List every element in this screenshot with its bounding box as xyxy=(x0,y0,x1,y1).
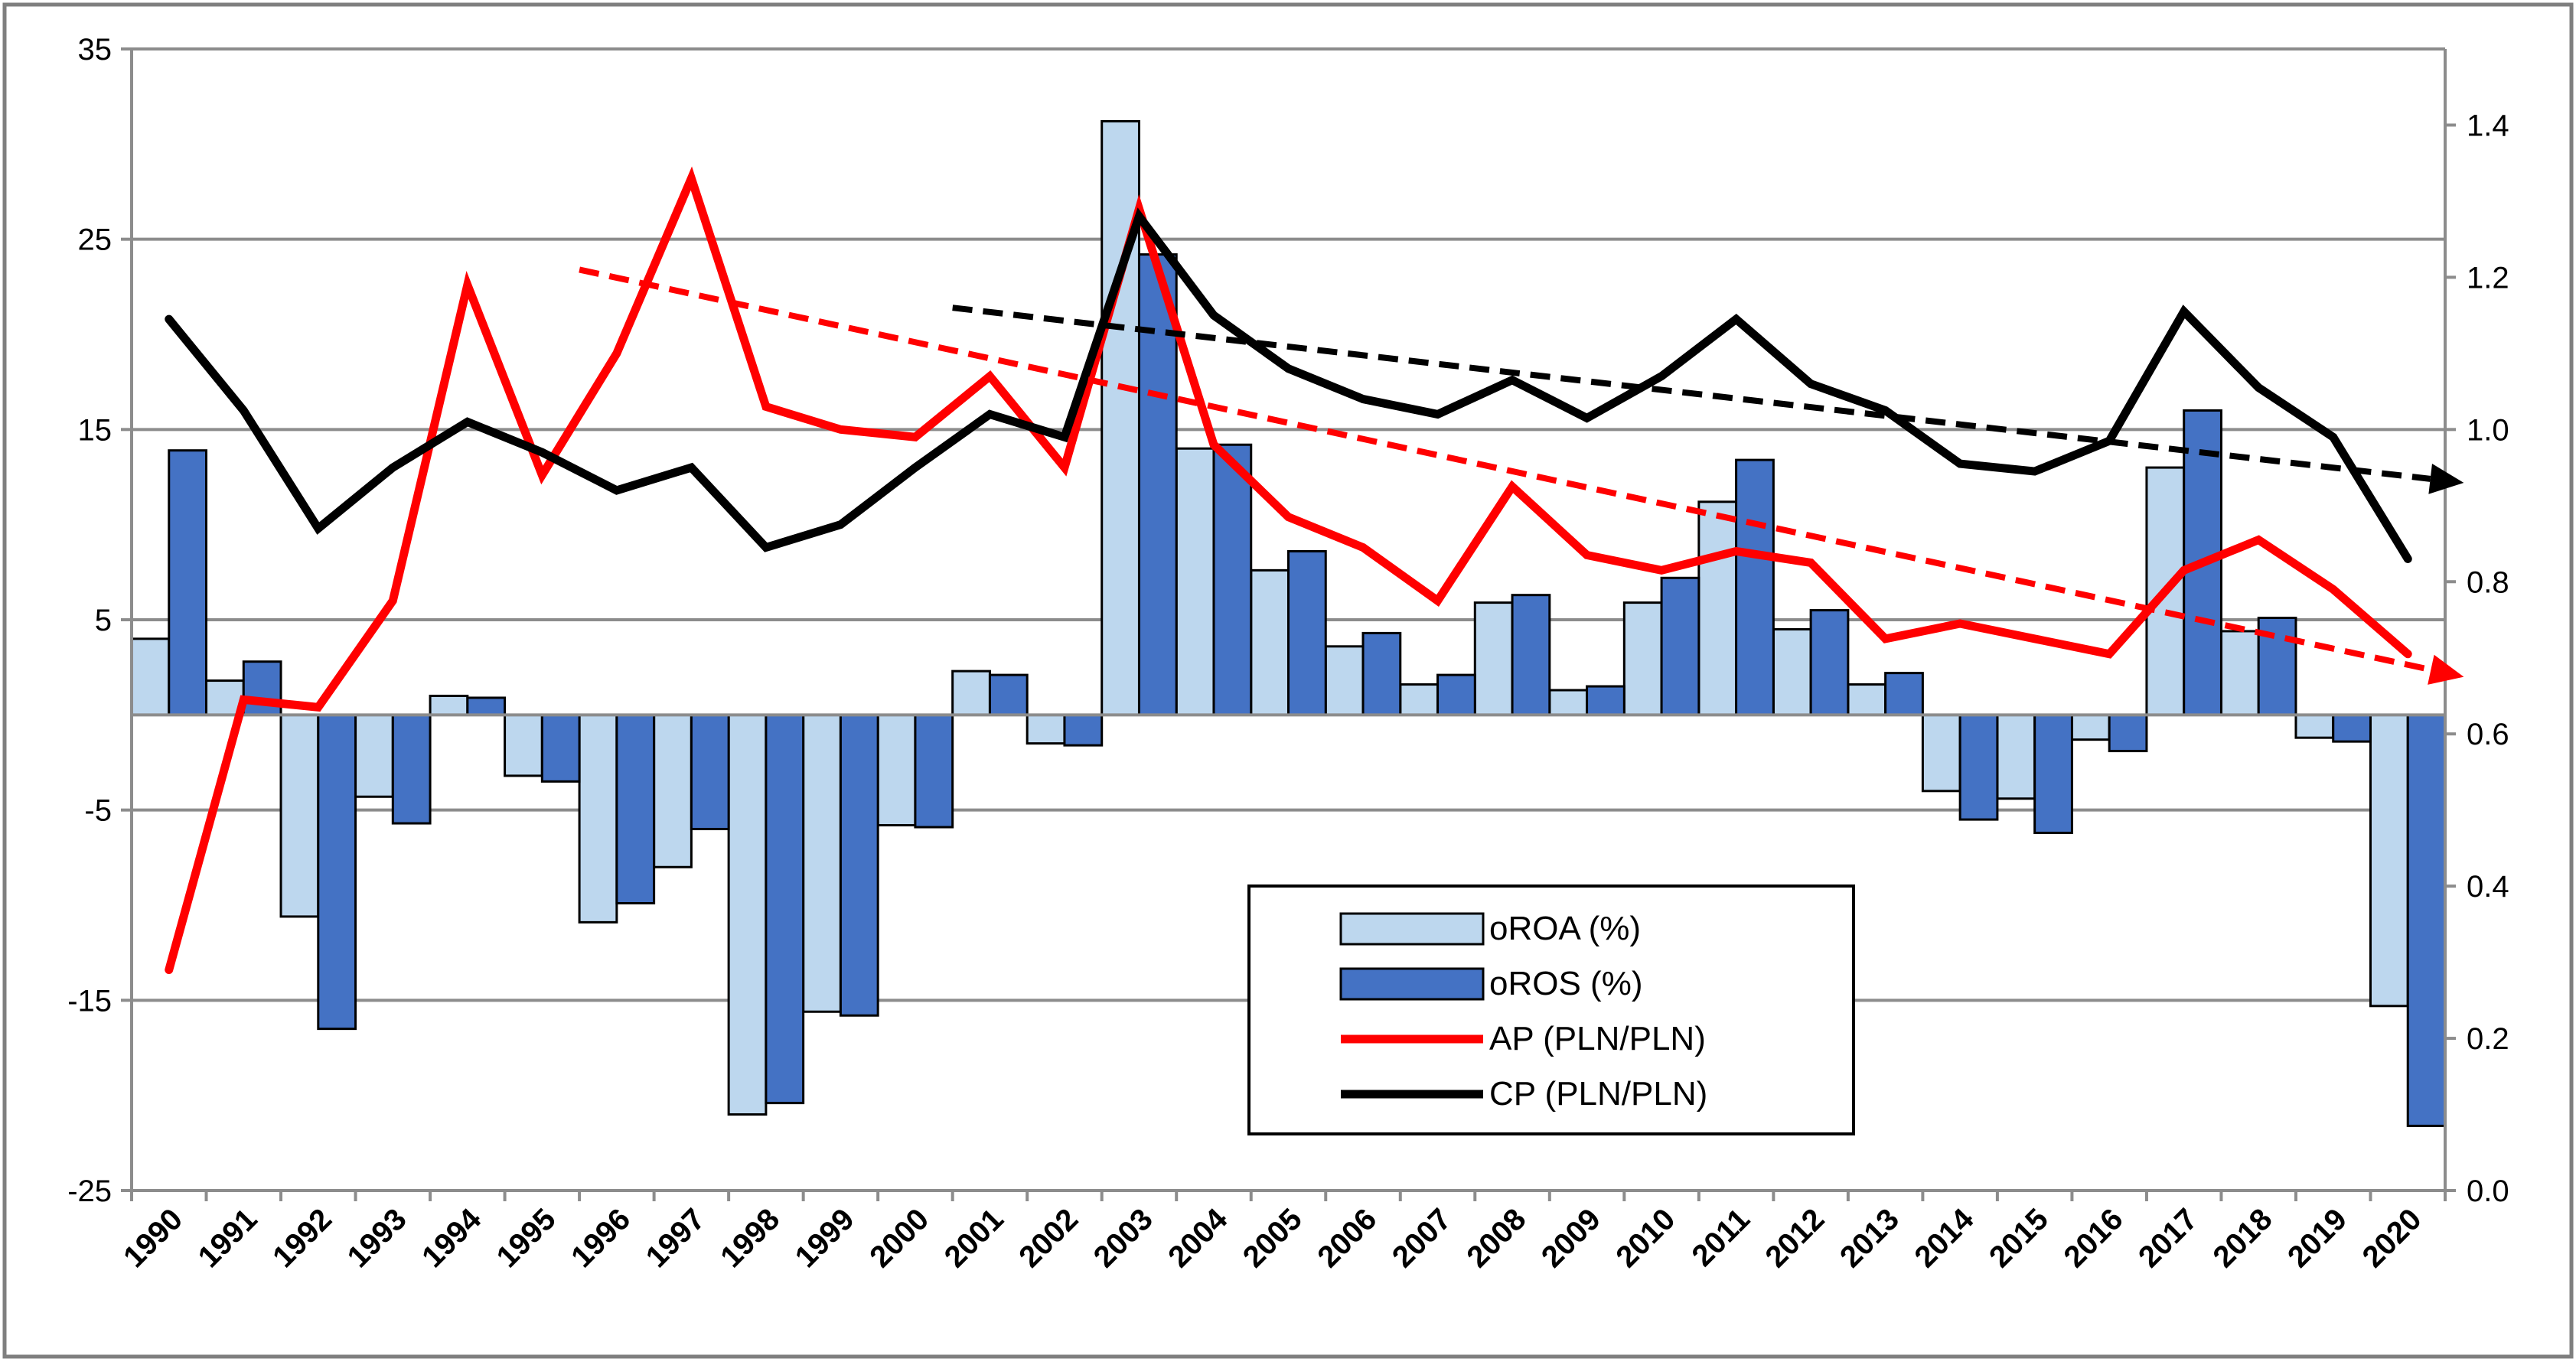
bar-oros-1999 xyxy=(839,713,879,1017)
left-tick-label--15: -15 xyxy=(67,984,112,1018)
bar-oros-2012 xyxy=(1809,609,1850,716)
bar-oroa-2010 xyxy=(1622,601,1663,716)
right-tick-label-1.2: 1.2 xyxy=(2467,261,2509,295)
bar-oroa-2015 xyxy=(1996,713,2036,800)
left-tick-label-5: 5 xyxy=(95,604,112,637)
bar-oros-1994 xyxy=(466,696,507,716)
legend-label-0: oROA (%) xyxy=(1489,910,1641,947)
bar-oros-2019 xyxy=(2332,713,2372,743)
bar-series xyxy=(130,119,2447,1127)
bar-oros-1995 xyxy=(540,713,581,783)
legend-label-2: AP (PLN/PLN) xyxy=(1489,1020,1706,1057)
bar-oros-2005 xyxy=(1287,549,1327,716)
legend: oROA (%) oROS (%) AP (PLN/PLN) CP (PLN/PLN) xyxy=(1247,884,1855,1135)
bar-oros-2014 xyxy=(1958,713,1999,821)
bar-oros-1990 xyxy=(168,449,208,716)
bar-oros-2000 xyxy=(914,713,954,829)
bar-oroa-1995 xyxy=(504,713,543,777)
right-tick-label-0.8: 0.8 xyxy=(2467,565,2509,599)
bar-oroa-2019 xyxy=(2294,713,2335,739)
bar-oros-2011 xyxy=(1735,458,1775,716)
trendline-arrowhead-ap xyxy=(2428,654,2464,685)
bar-oros-2010 xyxy=(1660,576,1700,716)
bar-oros-2001 xyxy=(988,673,1029,716)
right-tick-label-1.4: 1.4 xyxy=(2467,109,2509,142)
left-tick-label--5: -5 xyxy=(84,794,112,828)
line-cp xyxy=(165,207,2412,563)
right-tick-label-0.0: 0.0 xyxy=(2467,1174,2509,1208)
bar-oroa-1994 xyxy=(429,694,469,716)
bar-oros-2006 xyxy=(1361,631,1402,716)
right-tick-label-0.6: 0.6 xyxy=(2467,718,2509,751)
bar-oroa-2004 xyxy=(1175,447,1215,716)
bar-oros-2016 xyxy=(2108,713,2148,753)
line-ap xyxy=(165,166,2412,975)
bar-oros-2002 xyxy=(1063,713,1104,747)
bar-oros-1996 xyxy=(615,713,656,905)
bar-oroa-2018 xyxy=(2219,630,2260,716)
legend-swatch-oroa xyxy=(1339,912,1485,946)
bar-oroa-1999 xyxy=(802,713,842,1013)
left-tick-label-35: 35 xyxy=(78,33,112,67)
bar-oroa-2008 xyxy=(1473,601,1514,716)
bar-oroa-2020 xyxy=(2369,713,2409,1008)
bar-oros-1993 xyxy=(391,713,432,825)
bar-oroa-2000 xyxy=(876,713,917,827)
bar-oros-2015 xyxy=(2033,713,2073,835)
right-tick-label-0.2: 0.2 xyxy=(2467,1022,2509,1056)
bar-oroa-2013 xyxy=(1847,683,1887,716)
bar-oroa-2007 xyxy=(1399,683,1440,716)
bar-oros-2020 xyxy=(2406,713,2447,1127)
bar-oroa-2014 xyxy=(1921,713,1961,793)
bar-oroa-1996 xyxy=(578,713,618,924)
bar-oros-1992 xyxy=(317,713,357,1031)
legend-label-3: CP (PLN/PLN) xyxy=(1489,1075,1707,1113)
bar-oroa-2001 xyxy=(951,669,991,716)
bar-oros-1998 xyxy=(765,713,805,1105)
bar-oros-1997 xyxy=(690,713,730,831)
legend-swatch-oros xyxy=(1339,967,1485,1001)
bar-oroa-1993 xyxy=(354,713,394,798)
trendline-ap xyxy=(579,266,2432,673)
bar-oroa-1997 xyxy=(653,713,693,868)
bar-oroa-2002 xyxy=(1026,713,1066,745)
trendlines xyxy=(579,266,2464,685)
legend-label-1: oROS (%) xyxy=(1489,965,1642,1002)
right-tick-label-0.4: 0.4 xyxy=(2467,870,2509,904)
right-tick-label-1.0: 1.0 xyxy=(2467,413,2509,447)
bar-oroa-2003 xyxy=(1101,119,1140,716)
axes xyxy=(121,47,2456,1201)
bar-oroa-1990 xyxy=(130,637,171,716)
bar-oroa-2012 xyxy=(1772,627,1812,716)
bar-oros-2009 xyxy=(1586,685,1625,716)
bar-oros-2008 xyxy=(1511,594,1551,716)
left-tick-label--25: -25 xyxy=(67,1174,112,1208)
bar-oros-2007 xyxy=(1436,673,1476,716)
line-series xyxy=(165,166,2412,975)
bar-oros-2003 xyxy=(1137,253,1178,716)
trendline-arrowhead-cp xyxy=(2428,464,2464,494)
bar-oroa-2009 xyxy=(1548,689,1589,716)
bar-oroa-2006 xyxy=(1324,645,1365,716)
bar-oroa-1998 xyxy=(727,713,768,1116)
bar-oros-2004 xyxy=(1212,443,1253,716)
bar-oroa-1992 xyxy=(279,713,320,918)
bar-oros-2013 xyxy=(1884,672,1924,716)
left-tick-label-15: 15 xyxy=(78,413,112,447)
bar-oroa-2016 xyxy=(2070,713,2111,741)
bar-oroa-2005 xyxy=(1250,568,1290,716)
bar-oroa-2011 xyxy=(1697,500,1738,716)
trendline-cp xyxy=(952,305,2431,482)
left-tick-label-25: 25 xyxy=(78,223,112,257)
